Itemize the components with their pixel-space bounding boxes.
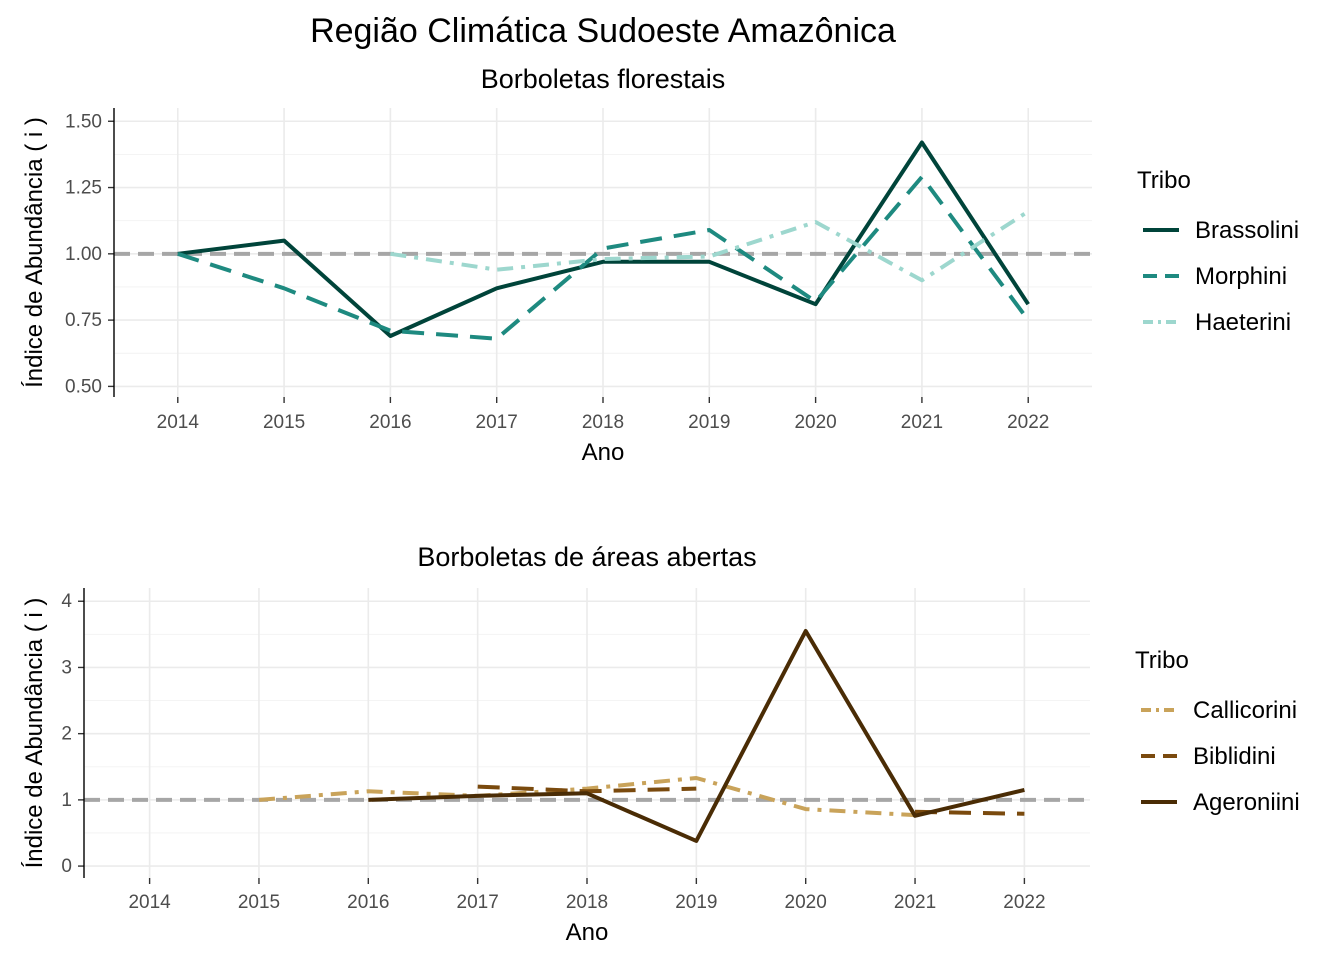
x-tick-label: 2018 bbox=[582, 412, 624, 433]
x-tick-label: 2019 bbox=[675, 892, 717, 913]
x-tick-label: 2020 bbox=[785, 892, 827, 913]
x-tick-label: 2022 bbox=[1007, 412, 1049, 433]
y-tick-label: 0.75 bbox=[65, 310, 102, 331]
x-tick-label: 2014 bbox=[157, 412, 200, 433]
legend-title: Tribo bbox=[1135, 647, 1189, 674]
legend-label-morphini: Morphini bbox=[1195, 263, 1287, 290]
series-line-haeterini bbox=[390, 209, 1030, 283]
legend-label-haeterini: Haeterini bbox=[1195, 309, 1291, 336]
panel-open-area-butterflies: Borboletas de áreas abertas 0 1 2 3 4 2014 2015… bbox=[21, 542, 1300, 946]
x-tick-label: 2017 bbox=[457, 892, 499, 913]
x-tick-label: 2020 bbox=[794, 412, 836, 433]
y-tick-label: 1.50 bbox=[65, 111, 102, 132]
x-tick-label: 2017 bbox=[476, 412, 518, 433]
y-axis-label: Índice de Abundância ( i ) bbox=[21, 117, 48, 388]
x-tick-label: 2018 bbox=[566, 892, 608, 913]
x-tick-label: 2016 bbox=[347, 892, 389, 913]
panel-title: Borboletas florestais bbox=[481, 64, 726, 94]
y-tick-label: 0 bbox=[61, 856, 72, 877]
y-tick-label: 3 bbox=[61, 657, 72, 678]
x-tick-label: 2021 bbox=[894, 892, 936, 913]
x-tick-label: 2015 bbox=[238, 892, 280, 913]
y-tick-label: 0.50 bbox=[65, 376, 102, 397]
legend-label-brassolini: Brassolini bbox=[1195, 217, 1299, 244]
panel-forest-butterflies: Borboletas florestais 0.50 0.75 1.00 1.25 1.5… bbox=[21, 64, 1299, 466]
series-line-brassolini bbox=[177, 140, 1030, 338]
series-line-callicorini bbox=[258, 776, 916, 818]
x-tick-label: 2016 bbox=[369, 412, 411, 433]
y-tick-label: 2 bbox=[61, 724, 72, 745]
panel-title: Borboletas de áreas abertas bbox=[417, 542, 756, 572]
x-tick-label: 2022 bbox=[1003, 892, 1045, 913]
y-tick-label: 1 bbox=[61, 790, 72, 811]
y-tick-label: 1.25 bbox=[65, 178, 102, 199]
series-line-morphini bbox=[177, 174, 1030, 341]
x-tick-label: 2019 bbox=[688, 412, 730, 433]
y-axis-label: Índice de Abundância ( i ) bbox=[21, 598, 48, 869]
series-line-ageroniini bbox=[368, 629, 1025, 843]
figure-title: Região Climática Sudoeste Amazônica bbox=[310, 12, 896, 50]
x-tick-label: 2015 bbox=[263, 412, 305, 433]
legend-label-ageroniini: Ageroniini bbox=[1193, 789, 1300, 816]
x-axis-label: Ano bbox=[566, 919, 609, 946]
legend-label-callicorini: Callicorini bbox=[1193, 697, 1297, 724]
y-tick-label: 1.00 bbox=[65, 244, 102, 265]
x-axis-label: Ano bbox=[582, 439, 625, 466]
x-tick-label: 2014 bbox=[128, 892, 171, 913]
y-tick-label: 4 bbox=[61, 591, 72, 612]
legend-title: Tribo bbox=[1137, 167, 1191, 194]
x-tick-label: 2021 bbox=[901, 412, 943, 433]
legend-label-biblidini: Biblidini bbox=[1193, 743, 1276, 770]
